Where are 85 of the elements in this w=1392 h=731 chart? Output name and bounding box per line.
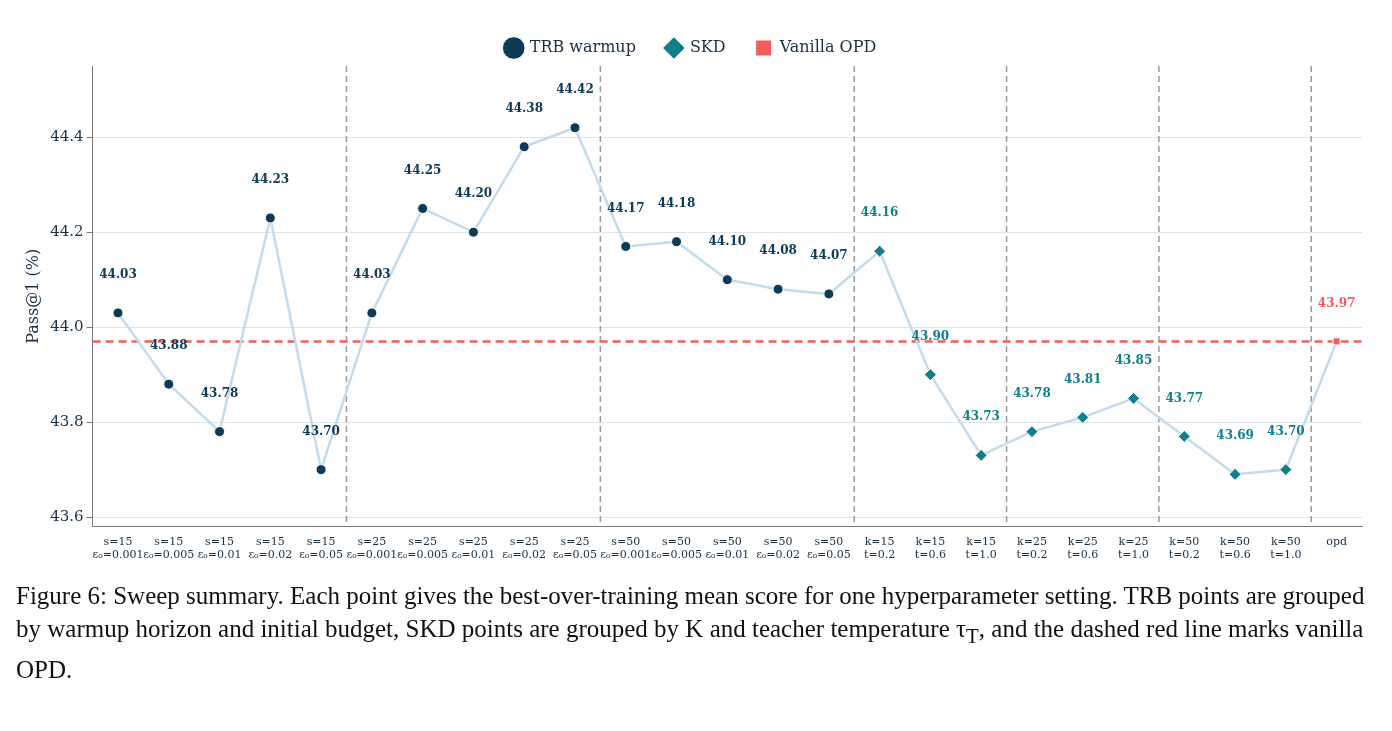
text: Figure 6: Sweep summary. Each point gives the best-over-training mean score for one hyperparameter setting. TRB points are grouped by warmup horizon and initial budget, SKD points are grouped by K and teacher temperature τ$_{T}$, and the dashed red line marks vanilla OPD. <box>16 582 1365 683</box>
point <box>721 274 733 286</box>
data-label: 43.70 <box>302 423 340 438</box>
legend-label: Vanilla OPD <box>778 37 877 57</box>
data-label: 43.85 <box>1114 352 1153 367</box>
x-tick-label: s=15 ε₀=0.05 <box>299 535 343 562</box>
data-label: 44.18 <box>657 195 696 210</box>
point <box>1332 337 1341 346</box>
data-label: 44.16 <box>860 205 899 220</box>
point <box>1228 467 1242 481</box>
y-tick-label: 44.2 <box>50 222 84 241</box>
y-tick-label: 43.8 <box>50 412 84 431</box>
data-label: 43.77 <box>1165 390 1204 405</box>
data-label: 44.03 <box>353 267 391 282</box>
data-label: 44.42 <box>556 81 594 96</box>
data-label: 44.17 <box>606 200 645 215</box>
point <box>823 288 835 300</box>
point <box>620 240 632 252</box>
data-label: 44.08 <box>759 243 797 258</box>
x-tick-label: k=15 t=0.2 <box>864 535 896 562</box>
x-tick-label: k=25 t=0.2 <box>1016 535 1048 562</box>
point <box>1177 429 1191 443</box>
point <box>518 141 530 153</box>
x-tick-label: s=25 ε₀=0.005 <box>397 535 449 562</box>
point <box>974 448 988 462</box>
point <box>112 307 124 319</box>
point <box>214 426 226 438</box>
x-tick-label: s=15 ε₀=0.02 <box>248 535 293 562</box>
point <box>1127 391 1141 405</box>
data-label: 44.20 <box>454 186 493 201</box>
data-label: 44.07 <box>810 248 848 263</box>
data-label: 43.78 <box>1013 385 1051 400</box>
point <box>1279 463 1293 477</box>
point <box>569 122 581 134</box>
data-label: 43.81 <box>1063 371 1102 386</box>
data-label: 43.69 <box>1216 428 1254 443</box>
x-tick-label: k=25 t=1.0 <box>1117 535 1150 562</box>
x-tick-label: s=50 ε₀=0.02 <box>756 535 800 562</box>
x-tick-label: s=15 ε₀=0.01 <box>197 535 242 562</box>
data-label: 44.23 <box>251 172 290 187</box>
point <box>923 368 937 382</box>
x-tick-label: opd <box>1326 535 1347 549</box>
data-label: 44.38 <box>505 100 543 115</box>
y-tick-label: 44.0 <box>50 317 84 336</box>
data-label: 44.03 <box>99 267 137 282</box>
x-tick-label: k=15 t=0.6 <box>914 535 946 562</box>
data-label: 43.90 <box>911 328 950 343</box>
x-tick-label: s=50 ε₀=0.05 <box>806 535 851 562</box>
point <box>315 464 327 476</box>
x-tick-label: k=50 t=0.2 <box>1168 535 1200 562</box>
legend-label: TRB warmup <box>529 37 636 57</box>
x-tick-label: s=25 ε₀=0.02 <box>502 535 547 562</box>
x-tick-label: s=50 ε₀=0.001 <box>600 535 652 562</box>
x-tick-label: s=25 ε₀=0.01 <box>451 535 496 562</box>
x-tick-label: s=15 ε₀=0.001 <box>92 535 144 562</box>
data-label: 44.25 <box>403 162 442 177</box>
x-tick-label: k=50 t=1.0 <box>1270 535 1302 562</box>
x-tick-label: s=25 ε₀=0.05 <box>553 535 597 562</box>
data-label: 44.10 <box>708 233 747 248</box>
x-tick-label: s=50 ε₀=0.005 <box>651 535 702 562</box>
point <box>1076 410 1090 424</box>
legend-label: SKD <box>689 37 726 57</box>
y-tick-label: 44.4 <box>50 127 84 146</box>
data-label: 43.73 <box>962 409 1000 424</box>
data-label: 43.78 <box>200 385 239 400</box>
x-tick-label: k=25 t=0.6 <box>1067 535 1099 562</box>
x-tick-label: s=15 ε₀=0.005 <box>143 535 195 562</box>
data-label: 43.97 <box>1317 295 1356 310</box>
point <box>264 212 276 224</box>
x-tick-label: k=50 t=0.6 <box>1219 535 1251 562</box>
point <box>671 236 683 248</box>
data-label: 43.70 <box>1267 423 1305 438</box>
point <box>417 202 429 214</box>
point <box>366 307 378 319</box>
x-tick-label: s=50 ε₀=0.01 <box>705 535 750 562</box>
y-axis-title: Pass@1 (%) <box>22 248 42 344</box>
point <box>772 283 784 295</box>
point <box>163 378 175 390</box>
point <box>1025 425 1039 439</box>
point <box>467 226 479 238</box>
point <box>873 244 887 258</box>
y-tick-label: 43.6 <box>50 506 84 525</box>
x-tick-label: k=15 t=1.0 <box>965 535 997 562</box>
x-tick-label: s=25 ε₀=0.001 <box>346 535 398 562</box>
data-label: 43.88 <box>149 338 188 353</box>
